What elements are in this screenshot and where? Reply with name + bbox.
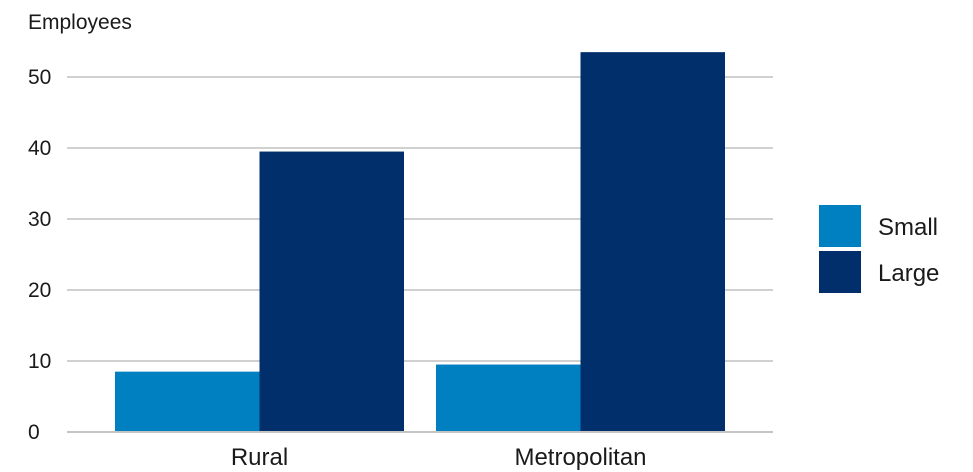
legend: Small Large — [819, 205, 939, 293]
y-tick-label: 40 — [28, 137, 51, 160]
category-labels: Rural Metropolitan — [231, 444, 647, 471]
bar-small-metropolitan — [436, 364, 581, 432]
legend-label-large: Large — [878, 260, 939, 287]
y-tick-label: 0 — [28, 421, 40, 444]
y-tick-label: 10 — [28, 350, 51, 373]
y-axis-label: Employees — [28, 11, 132, 34]
y-tick-label: 50 — [28, 66, 51, 89]
legend-label-small: Small — [878, 214, 938, 241]
y-tick-label: 30 — [28, 208, 51, 231]
y-tick-label: 20 — [28, 279, 51, 302]
legend-swatch-small — [819, 205, 861, 247]
category-label: Rural — [231, 444, 288, 471]
bars — [115, 52, 725, 433]
category-label: Metropolitan — [514, 444, 646, 471]
bar-large-metropolitan — [580, 52, 725, 433]
legend-swatch-large — [819, 251, 861, 293]
bar-small-rural — [115, 371, 260, 432]
y-tick-labels: 0 10 20 30 40 50 — [28, 66, 51, 444]
bar-large-rural — [259, 151, 404, 433]
